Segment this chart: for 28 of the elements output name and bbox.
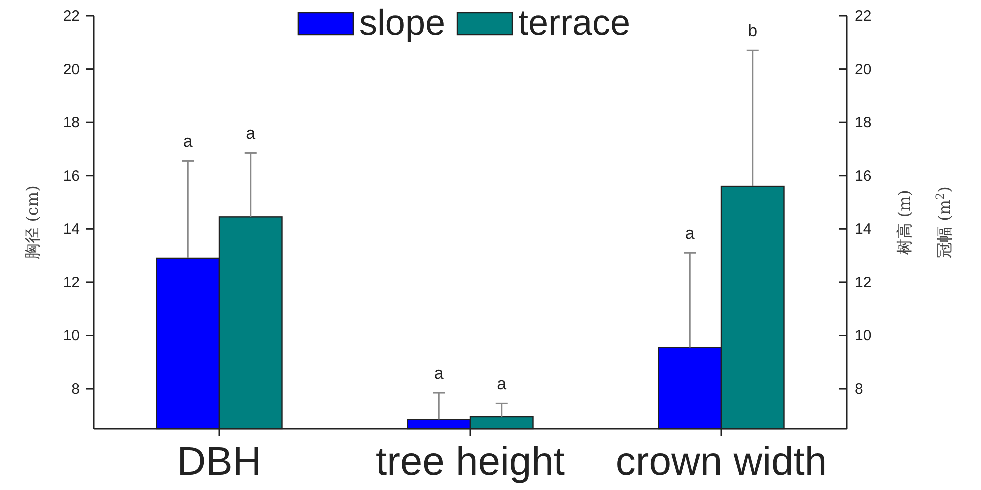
annotation: b bbox=[748, 22, 758, 41]
y-tick-label: 10 bbox=[63, 328, 80, 345]
y-tick-label: 22 bbox=[63, 8, 80, 25]
y2-tick-label: 20 bbox=[855, 61, 872, 78]
y-tick-label: 12 bbox=[63, 274, 80, 292]
annotation: a bbox=[434, 364, 444, 384]
y-tick-label: 20 bbox=[63, 61, 80, 78]
y2-tick-label: 12 bbox=[855, 274, 872, 292]
y-tick-label: 16 bbox=[63, 168, 80, 185]
y2-tick-label: 14 bbox=[855, 221, 872, 238]
annotation: a bbox=[497, 374, 508, 394]
x-tick-label: DBH bbox=[177, 440, 262, 484]
y2-tick-label: 10 bbox=[855, 328, 872, 345]
x-tick-label: crown width bbox=[616, 440, 828, 484]
legend-label: terrace bbox=[518, 2, 631, 43]
y-axis-title: 胸径 (cm) bbox=[23, 186, 42, 260]
annotation: a bbox=[685, 224, 696, 244]
legend-label: slope bbox=[359, 2, 446, 43]
y-tick-label: 18 bbox=[63, 114, 80, 132]
y-tick-label: 14 bbox=[63, 221, 80, 238]
x-tick-label: tree height bbox=[376, 440, 566, 484]
annotation: a bbox=[246, 124, 256, 144]
y2-tick-label: 16 bbox=[855, 168, 872, 185]
y-tick-label: 8 bbox=[72, 381, 80, 398]
y2-tick-label: 18 bbox=[855, 114, 872, 132]
annotation: a bbox=[183, 132, 194, 152]
y2-tick-label: 8 bbox=[855, 381, 864, 398]
y2-tick-label: 22 bbox=[855, 8, 872, 25]
